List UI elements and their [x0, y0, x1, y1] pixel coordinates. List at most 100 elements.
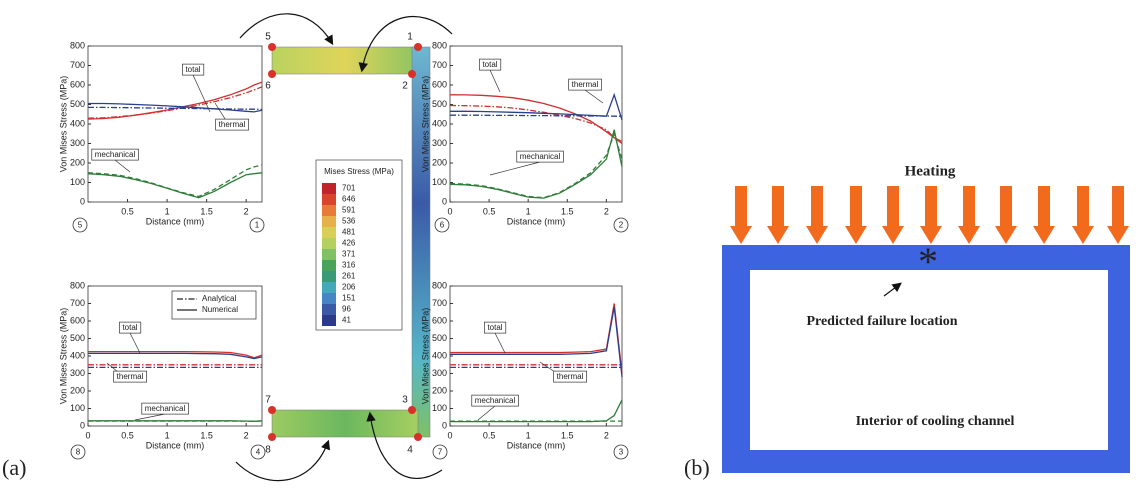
annotation-box: [141, 402, 189, 415]
contour-swatch: [322, 304, 336, 315]
heating-arrow: [845, 186, 867, 244]
heating-arrow: [1107, 186, 1129, 244]
y-tick-label: 600: [432, 315, 447, 325]
series-line: [449, 131, 623, 199]
y-tick-label: 300: [432, 138, 447, 148]
failure-label: Predicted failure location: [806, 314, 957, 329]
y-tick-label: 0: [80, 196, 85, 206]
x-tick-label: 0.5: [121, 430, 134, 440]
annotation-pointer: [494, 332, 506, 354]
y-tick-label: 700: [70, 298, 85, 308]
series-line: [449, 104, 623, 143]
y-tick-label: 800: [432, 40, 447, 50]
annotation-label: thermal: [572, 80, 599, 89]
edge-node: [432, 444, 448, 460]
edge-node: [250, 444, 266, 460]
y-tick-label: 600: [70, 79, 85, 89]
edge-node-label: 7: [438, 448, 443, 457]
annotation-pointer: [489, 161, 541, 176]
contour-swatch: [322, 216, 336, 227]
connector-arrow: [366, 411, 443, 480]
channel-diagram: Heating * Predicted failure location Int…: [722, 163, 1130, 473]
edge-node-label: 3: [619, 448, 624, 457]
series-line: [88, 420, 263, 422]
series-line: [450, 114, 622, 117]
annotation-pointer: [134, 413, 166, 421]
series-line: [88, 102, 263, 113]
contour-level: 371: [342, 250, 356, 259]
contour-level: 701: [342, 184, 356, 193]
y-axis-label: Von Mises Stress (MPa): [58, 308, 68, 405]
legend-label: Analytical: [202, 294, 236, 303]
annotation-label: mechanical: [520, 152, 561, 161]
series-line: [87, 86, 263, 119]
annotation-pointer: [129, 332, 141, 354]
edge-node-label: 4: [256, 448, 261, 457]
contour-swatch: [322, 282, 336, 293]
annotation-box: [568, 78, 602, 91]
annotation-box: [119, 321, 142, 334]
y-tick-label: 100: [432, 177, 447, 187]
model-node: [268, 406, 276, 414]
bottom-wall: [271, 409, 419, 438]
x-tick-label: 2: [244, 430, 249, 440]
edge-node-label: 8: [76, 448, 81, 457]
annotation-pointer: [489, 69, 501, 93]
contour-swatch: [322, 238, 336, 249]
y-tick-label: 0: [442, 420, 447, 430]
contour-swatch: [322, 293, 336, 304]
series-line: [450, 303, 623, 374]
x-tick-label: 2: [244, 206, 249, 216]
edge-node: [72, 217, 88, 233]
annotation-label: mechanical: [95, 150, 136, 159]
plot-frame: [449, 45, 623, 203]
y-tick-label: 700: [70, 60, 85, 70]
annotation-label: thermal: [117, 372, 144, 381]
annotation-label: mechanical: [145, 404, 186, 413]
legend-label: Numerical: [202, 305, 238, 314]
model-node-label: 7: [265, 395, 271, 406]
legend-box: [171, 290, 257, 320]
model-node: [408, 406, 416, 414]
edge-node-label: 5: [78, 221, 83, 230]
heating-arrows: [730, 186, 1129, 244]
heating-arrow: [1033, 186, 1055, 244]
x-tick-label: 0.5: [483, 430, 496, 440]
edge-node: [249, 217, 265, 233]
x-tick-label: 0.5: [483, 206, 496, 216]
heating-label: Heating: [905, 163, 956, 179]
contour-swatch: [322, 249, 336, 260]
x-tick-label: 1.5: [561, 206, 574, 216]
x-axis-label: Distance (mm): [146, 216, 205, 226]
model-node: [414, 433, 422, 441]
heating-arrow: [995, 186, 1017, 244]
annotation-label: total: [482, 60, 497, 69]
y-tick-label: 800: [70, 280, 85, 290]
contour-swatch: [322, 183, 336, 194]
edge-node-label: 6: [440, 221, 445, 230]
top-wall: [271, 46, 419, 75]
model-node-label: 6: [265, 81, 271, 92]
channel-interior: [750, 270, 1108, 450]
contour-level: 481: [342, 228, 356, 237]
heating-arrow: [806, 186, 828, 244]
annotation-pointer: [584, 89, 604, 104]
series-line: [449, 129, 623, 199]
edge-node: [434, 217, 450, 233]
y-tick-label: 500: [70, 333, 85, 343]
y-tick-label: 200: [432, 157, 447, 167]
model-node-label: 4: [407, 445, 413, 456]
contour-level: 536: [342, 217, 356, 226]
contour-swatch: [322, 227, 336, 238]
annotation-box: [516, 150, 564, 163]
y-axis-label: Von Mises Stress (MPa): [58, 76, 68, 173]
x-tick-label: 1: [165, 206, 170, 216]
y-tick-label: 100: [70, 403, 85, 413]
contour-level: 591: [342, 206, 356, 215]
model-node-label: 8: [265, 445, 271, 456]
connector-arrows: [235, 13, 453, 482]
y-tick-label: 600: [70, 315, 85, 325]
contour-level: 206: [342, 283, 356, 292]
y-tick-label: 400: [432, 118, 447, 128]
